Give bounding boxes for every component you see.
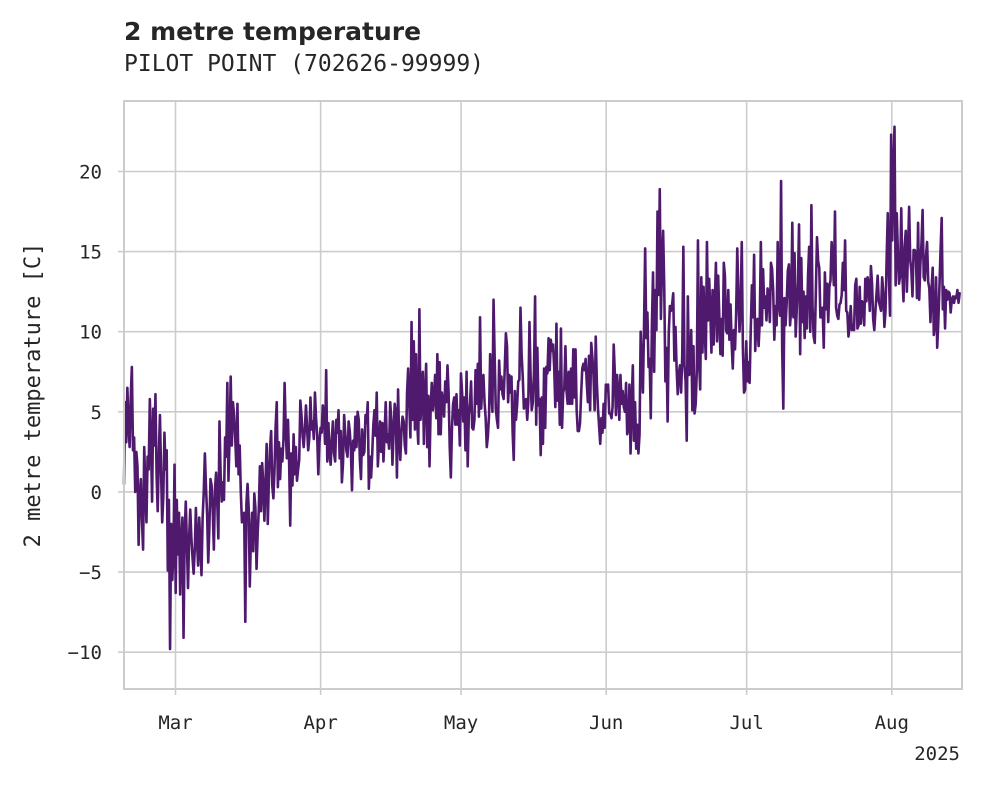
x-tick-label: May <box>444 712 478 734</box>
x-tick-label: Mar <box>158 712 192 734</box>
x-tick-label: Jul <box>729 712 763 734</box>
x-offset-label: 2025 <box>914 743 960 765</box>
series-line <box>122 125 961 651</box>
y-tick-label: −10 <box>68 642 102 664</box>
x-tick-label: Aug <box>875 712 909 734</box>
x-tick-label: Jun <box>589 712 623 734</box>
y-tick-label: 10 <box>79 322 102 344</box>
y-tick-label: −5 <box>79 562 102 584</box>
y-axis-label: 2 metre temperature [C] <box>21 243 46 548</box>
x-tick-label: Apr <box>303 712 337 734</box>
y-tick-label: 5 <box>91 402 102 424</box>
chart-title: 2 metre temperature <box>124 17 422 46</box>
chart-subtitle: PILOT POINT (702626-99999) <box>124 51 485 77</box>
y-tick-label: 20 <box>79 161 102 183</box>
plot-frame <box>123 100 963 690</box>
y-tick-label: 0 <box>91 482 102 504</box>
y-tick-label: 15 <box>79 242 102 264</box>
